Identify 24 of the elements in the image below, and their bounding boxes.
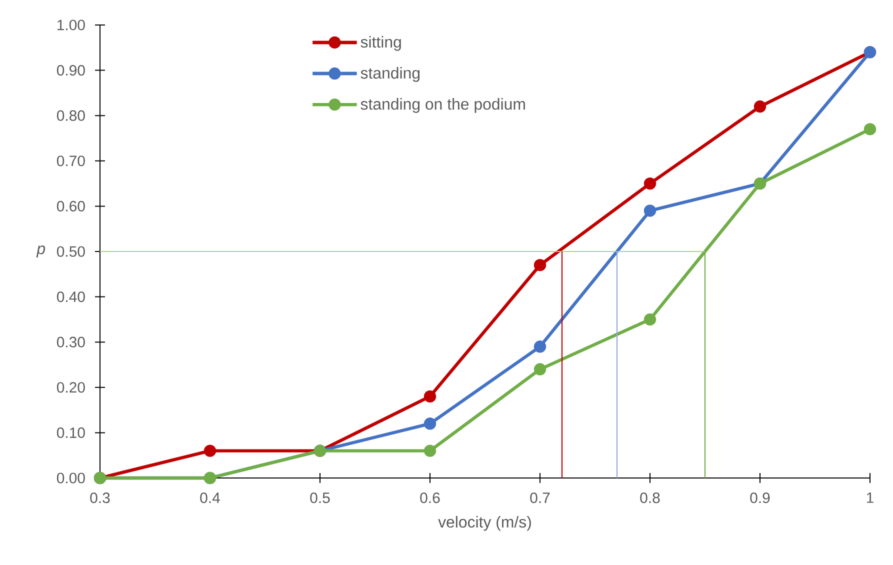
y-tick-label: 0.10	[56, 427, 85, 438]
x-tick-label: 0.5	[310, 492, 330, 504]
legend-label: sitting	[360, 36, 401, 51]
y-tick-label: 0.60	[56, 200, 85, 212]
y-tick-label: 0.30	[56, 336, 85, 348]
legend-label: standing on the podium	[360, 98, 525, 113]
y-axis-title: p	[36, 246, 46, 258]
y-tick-label: 0.20	[56, 382, 85, 393]
x-tick-label: 0.8	[640, 492, 660, 504]
y-tick-label: 0.40	[56, 292, 85, 302]
y-tick-label: 0.90	[56, 65, 85, 76]
y-tick-label: 0.80	[56, 110, 85, 121]
x-tick-label: 1	[866, 492, 874, 503]
legend-label: standing	[360, 67, 420, 82]
x-axis-title: velocity (m/s)	[438, 516, 531, 531]
y-tick-label: 0.00	[56, 472, 85, 484]
x-tick-label: 0.3	[90, 492, 110, 504]
x-tick-label: 0.9	[750, 492, 770, 504]
y-tick-label: 0.50	[56, 246, 85, 257]
x-tick-label: 0.7	[530, 492, 550, 504]
x-tick-label: 0.6	[420, 492, 440, 504]
x-tick-label: 0.4	[200, 492, 220, 504]
y-tick-label: 1.00	[58, 20, 85, 30]
y-tick-label: 0.70	[56, 156, 85, 166]
